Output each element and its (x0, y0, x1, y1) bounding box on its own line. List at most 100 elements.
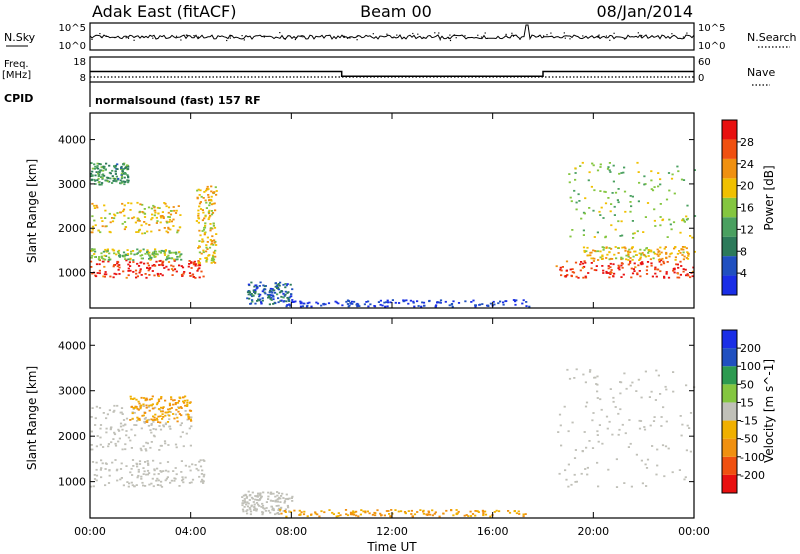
power-cell (98, 272, 101, 275)
velocity-cell (95, 461, 98, 464)
power-cell (689, 276, 692, 279)
velocity-cell (605, 415, 609, 418)
power-cell (209, 229, 212, 232)
velocity-cell (198, 460, 201, 463)
velocity-cell (373, 511, 376, 514)
velocity-cell (275, 512, 278, 515)
power-cell (158, 250, 161, 253)
power-cell (94, 179, 97, 182)
x-tick-label: 12:00 (376, 525, 408, 538)
velocity-cell (263, 507, 266, 510)
power-cell (93, 219, 96, 222)
power-cell (660, 259, 663, 262)
power-cell (121, 222, 124, 225)
power-y-tick-label: 1000 (58, 267, 86, 280)
power-cell (206, 248, 209, 250)
power-cell (568, 173, 571, 175)
velocity-cell (246, 509, 249, 511)
velocity-cell (563, 405, 566, 408)
power-cell (276, 284, 279, 286)
power-cell (264, 288, 267, 291)
velocity-cell (148, 483, 151, 486)
power-cell (663, 247, 666, 250)
velocity-cell (594, 376, 597, 379)
power-cell (638, 259, 641, 261)
velocity-cell (140, 477, 143, 480)
power-cell (248, 291, 252, 294)
power-cell (94, 250, 97, 253)
power-cell (198, 251, 201, 254)
power-cell (617, 247, 620, 249)
velocity-cell (117, 440, 120, 443)
power-cell (151, 213, 154, 216)
power-cell (129, 257, 132, 260)
velocity-cell (284, 510, 287, 512)
velocity-cell (261, 511, 265, 514)
power-cell (274, 302, 277, 305)
power-cell (591, 257, 595, 260)
velocity-cell (260, 495, 263, 498)
power-cell (647, 255, 650, 257)
power-cell (259, 293, 262, 296)
power-cell (132, 271, 135, 273)
power-cell (135, 272, 138, 275)
power-cell (617, 264, 620, 267)
power-cell (93, 178, 96, 181)
power-cell (612, 180, 615, 183)
velocity-y-tick-label: 1000 (58, 476, 86, 489)
power-cell (156, 206, 159, 209)
power-cell (131, 250, 135, 252)
power-cell (205, 244, 208, 246)
power-cell (268, 303, 271, 306)
power-cell (405, 299, 408, 302)
velocity-cell (179, 424, 182, 427)
velocity-cell (172, 413, 175, 415)
power-cell (666, 261, 669, 263)
power-cell (590, 185, 593, 188)
velocity-cell (173, 477, 176, 480)
power-cell (91, 228, 94, 231)
velocity-cell (291, 500, 294, 502)
velocity-cell (189, 444, 192, 447)
velocity-cell (156, 419, 159, 421)
velocity-cell (278, 513, 281, 515)
power-cell (250, 293, 253, 295)
power-cell (91, 202, 94, 205)
velocity-cell (495, 509, 498, 512)
power-cell (209, 214, 212, 217)
power-cell (199, 189, 202, 192)
power-cell (205, 187, 209, 190)
velocity-cell (635, 390, 638, 392)
power-cell (100, 176, 103, 178)
velocity-cell (142, 467, 145, 469)
power-cell (101, 182, 104, 184)
power-cell (149, 267, 152, 269)
velocity-cell (251, 491, 254, 494)
power-cell (470, 301, 473, 303)
power-cell (287, 291, 290, 293)
nave-tick-bottom: 0 (698, 73, 704, 84)
noise-left-tick-bottom: 10^0 (59, 41, 86, 52)
power-cell (103, 174, 106, 177)
power-cell (151, 217, 154, 219)
velocity-cell (584, 405, 588, 408)
power-cell (122, 180, 125, 183)
power-cell (210, 262, 213, 264)
power-cell (113, 264, 116, 266)
velocity-cell (249, 494, 252, 496)
velocity-cell (191, 478, 195, 481)
power-cell (123, 221, 127, 223)
velocity-cell (129, 439, 132, 442)
velocity-cell (457, 510, 460, 513)
power-cell (629, 251, 632, 254)
power-cell (202, 197, 205, 199)
velocity-cell (597, 485, 600, 488)
power-cell (631, 220, 634, 222)
power-cell (211, 257, 215, 260)
power-cell (111, 175, 114, 177)
velocity-cell (190, 419, 193, 422)
velocity-cell (138, 417, 141, 420)
velocity-cell (271, 507, 275, 510)
velocity-cell (152, 434, 156, 437)
power-cell (629, 260, 632, 263)
